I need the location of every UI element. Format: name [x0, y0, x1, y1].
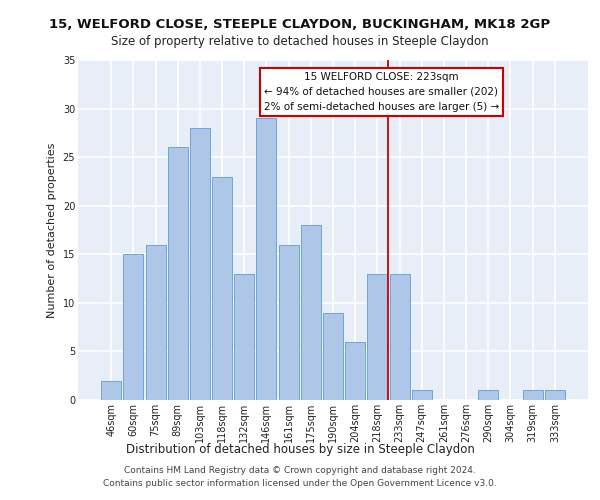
Text: 15, WELFORD CLOSE, STEEPLE CLAYDON, BUCKINGHAM, MK18 2GP: 15, WELFORD CLOSE, STEEPLE CLAYDON, BUCK…	[49, 18, 551, 30]
Bar	[101, 380, 121, 400]
Bar	[212, 176, 232, 400]
Y-axis label: Number of detached properties: Number of detached properties	[47, 142, 57, 318]
Text: Size of property relative to detached houses in Steeple Claydon: Size of property relative to detached ho…	[111, 35, 489, 48]
Bar	[412, 390, 432, 400]
Bar	[367, 274, 388, 400]
Bar	[124, 254, 143, 400]
Text: 15 WELFORD CLOSE: 223sqm
← 94% of detached houses are smaller (202)
2% of semi-d: 15 WELFORD CLOSE: 223sqm ← 94% of detach…	[264, 72, 499, 112]
Bar	[345, 342, 365, 400]
Bar	[146, 244, 166, 400]
Bar	[301, 225, 321, 400]
Bar	[234, 274, 254, 400]
Bar	[278, 244, 299, 400]
Text: Contains HM Land Registry data © Crown copyright and database right 2024.
Contai: Contains HM Land Registry data © Crown c…	[103, 466, 497, 487]
Bar	[256, 118, 277, 400]
Bar	[389, 274, 410, 400]
Bar	[523, 390, 542, 400]
Text: Distribution of detached houses by size in Steeple Claydon: Distribution of detached houses by size …	[125, 442, 475, 456]
Bar	[190, 128, 210, 400]
Bar	[545, 390, 565, 400]
Bar	[323, 312, 343, 400]
Bar	[478, 390, 498, 400]
Bar	[168, 148, 188, 400]
